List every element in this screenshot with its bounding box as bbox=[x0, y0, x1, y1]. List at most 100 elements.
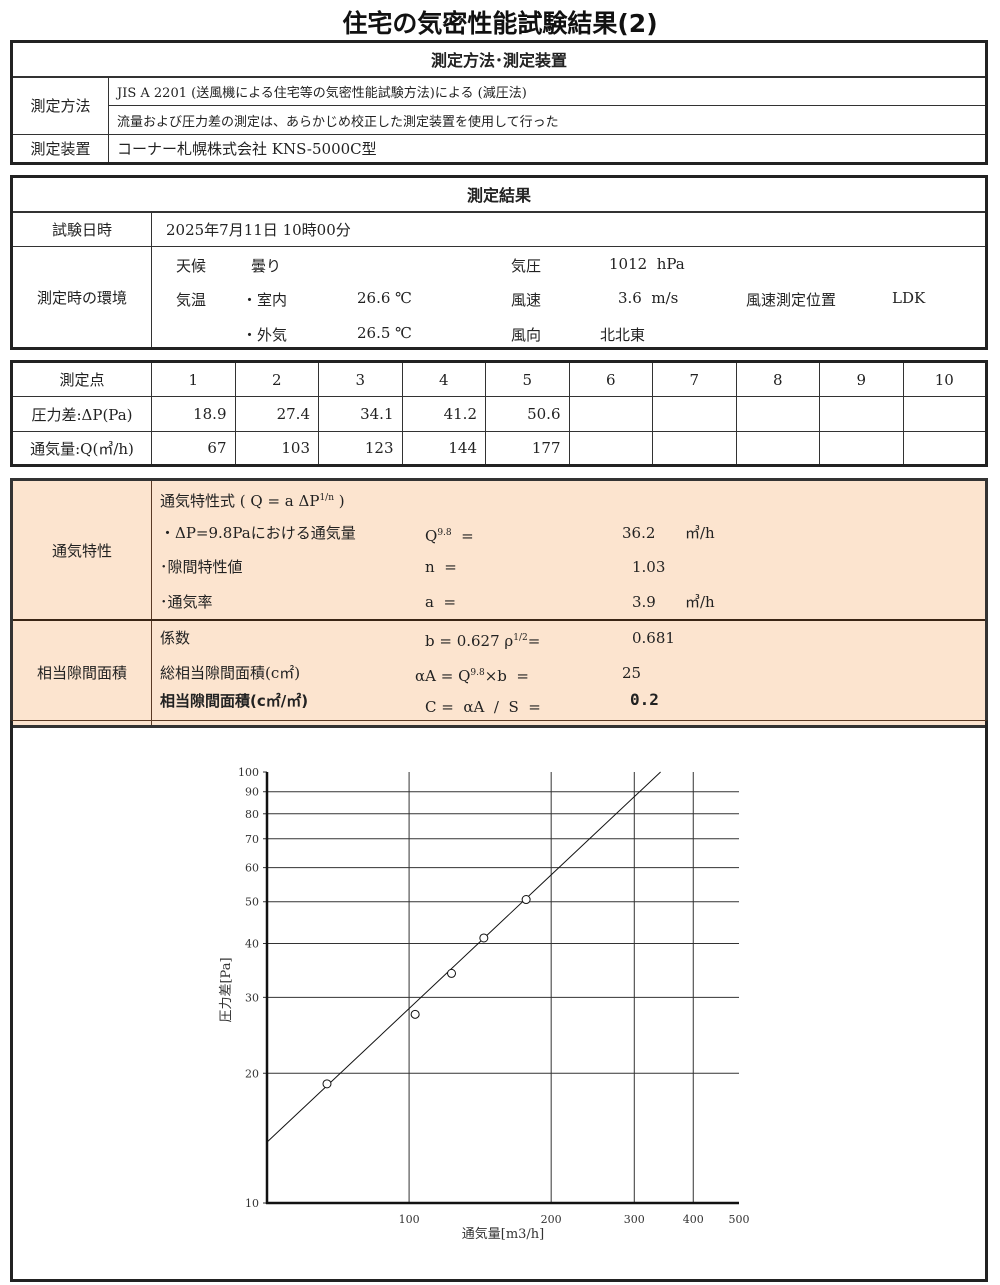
n-symbol: n = bbox=[425, 558, 457, 576]
y-tick-label: 10 bbox=[245, 1197, 259, 1210]
pressure-value: 1012 hPa bbox=[609, 255, 685, 273]
point-number: 1 bbox=[151, 361, 236, 397]
dp-cell: 34.1 bbox=[318, 396, 403, 432]
y-axis-label: 圧力差[Pa] bbox=[219, 957, 234, 1022]
dp-cell: 41.2 bbox=[401, 396, 486, 432]
q-cell: 103 bbox=[234, 431, 319, 466]
method-line-2: 流量および圧力差の測定は、あらかじめ校正した測定装置を使用して行った bbox=[108, 105, 987, 135]
y-tick-label: 70 bbox=[245, 833, 259, 846]
y-tick-label: 60 bbox=[245, 862, 259, 875]
point-number: 9 bbox=[819, 361, 904, 397]
data-point bbox=[521, 895, 531, 905]
q-cell bbox=[652, 431, 737, 466]
point-number: 3 bbox=[318, 361, 403, 397]
temp-label: 気温 bbox=[176, 291, 207, 309]
c-value: 0.2 bbox=[630, 690, 659, 709]
q-cell bbox=[568, 431, 653, 466]
q98-symbol: Q9.8 = bbox=[425, 526, 474, 545]
q-cell bbox=[902, 431, 987, 466]
b-value: 0.681 bbox=[632, 629, 675, 647]
method-line-1: JIS A 2201 (送風機による住宅等の気密性能試験方法)による (減圧法) bbox=[108, 76, 987, 106]
results-header: 測定結果 bbox=[11, 176, 987, 213]
b-label: 係数 bbox=[160, 629, 191, 647]
q-cell: 123 bbox=[318, 431, 403, 466]
x-tick-label: 400 bbox=[683, 1213, 704, 1226]
q98-value: 36.2 bbox=[622, 523, 656, 542]
q98-label: ・ΔP=9.8Paにおける通気量 bbox=[160, 523, 356, 542]
summary-table: 通気特性 通気特性式 ( Q = a ΔP1/n ) ・ΔP=9.8Paにおける… bbox=[10, 478, 988, 728]
point-number: 6 bbox=[568, 361, 653, 397]
point-number: 5 bbox=[485, 361, 570, 397]
y-tick-label: 90 bbox=[245, 786, 259, 799]
dp-cell bbox=[735, 396, 820, 432]
x-tick-label: 200 bbox=[541, 1213, 562, 1226]
a-unit: ㎥/h bbox=[685, 592, 715, 611]
method-table: 測定方法･測定装置 測定方法 JIS A 2201 (送風機による住宅等の気密性… bbox=[10, 40, 988, 165]
q-cell bbox=[735, 431, 820, 466]
wind-pos-value: LDK bbox=[892, 289, 926, 307]
q-cell bbox=[819, 431, 904, 466]
aa-value: 25 bbox=[622, 663, 642, 682]
weather-label: 天候 bbox=[176, 257, 207, 275]
env-label: 測定時の環境 bbox=[11, 246, 152, 349]
y-tick-label: 30 bbox=[245, 991, 259, 1004]
measurement-points-table: 測定点 1 2 3 4 5 6 7 8 9 10 圧力差:ΔP(Pa) 18.9 27.4 34.1 41.… bbox=[10, 360, 988, 467]
indoor-value: 26.6 ℃ bbox=[357, 289, 412, 307]
page-title: 住宅の気密性能試験結果(2) bbox=[342, 9, 658, 38]
data-point bbox=[410, 1009, 420, 1019]
area-label: 相当隙間面積 bbox=[11, 619, 152, 727]
y-tick-label: 40 bbox=[245, 938, 259, 951]
y-tick-label: 50 bbox=[245, 896, 259, 909]
point-number: 4 bbox=[401, 361, 486, 397]
fit-line bbox=[266, 771, 661, 1143]
device-value: コーナー札幌株式会社 KNS-5000C型 bbox=[108, 134, 987, 164]
dp-label: 圧力差:ΔP(Pa) bbox=[11, 396, 152, 432]
data-point bbox=[479, 933, 489, 943]
dp-cell bbox=[902, 396, 987, 432]
wind-speed-label: 風速 bbox=[511, 291, 542, 309]
n-label: ･隙間特性値 bbox=[160, 558, 243, 576]
weather-value: 曇り bbox=[251, 257, 282, 275]
aa-symbol: αA = Q9.8×b = bbox=[415, 666, 529, 685]
data-point bbox=[447, 968, 457, 978]
q-cell: 177 bbox=[485, 431, 570, 466]
date-label: 試験日時 bbox=[11, 211, 152, 247]
q-cell: 67 bbox=[151, 431, 236, 466]
q-cell: 144 bbox=[401, 431, 486, 466]
dp-cell bbox=[568, 396, 653, 432]
point-number: 2 bbox=[234, 361, 319, 397]
b-symbol: b = 0.627 ρ1/2= bbox=[425, 632, 541, 650]
data-point bbox=[322, 1079, 332, 1089]
x-tick-label: 300 bbox=[624, 1213, 645, 1226]
device-label: 測定装置 bbox=[11, 134, 109, 164]
chart-box bbox=[10, 720, 988, 1282]
characteristics-label: 通気特性 bbox=[11, 479, 152, 621]
method-header: 測定方法･測定装置 bbox=[11, 41, 987, 78]
point-number: 7 bbox=[652, 361, 737, 397]
formula-title: 通気特性式 ( Q = a ΔP1/n ) bbox=[160, 492, 345, 510]
n-value: 1.03 bbox=[632, 558, 666, 576]
a-label: ･通気率 bbox=[160, 592, 213, 611]
outdoor-label: ・外気 bbox=[242, 326, 288, 344]
pressure-label: 気圧 bbox=[511, 257, 542, 275]
a-value: 3.9 bbox=[632, 592, 656, 611]
point-number: 10 bbox=[902, 361, 987, 397]
c-symbol: C = αA / S = bbox=[425, 698, 541, 716]
dp-cell bbox=[652, 396, 737, 432]
y-tick-label: 80 bbox=[245, 808, 259, 821]
point-number: 8 bbox=[735, 361, 820, 397]
pressure-flow-chart: 10 20 30 40 50 60 70 80 90 100 100 200 300 400 500 通気量… bbox=[219, 766, 750, 1242]
q-label: 通気量:Q(㎥/h) bbox=[11, 431, 152, 466]
c-label: 相当隙間面積(c㎡/㎡) bbox=[160, 692, 309, 710]
dp-cell: 18.9 bbox=[151, 396, 236, 432]
dp-cell bbox=[819, 396, 904, 432]
y-tick-label: 20 bbox=[245, 1067, 259, 1080]
q98-unit: ㎥/h bbox=[685, 523, 715, 542]
wind-speed-value: 3.6 m/s bbox=[618, 289, 679, 307]
results-table: 測定結果 試験日時 2025年7月11日 10時00分 測定時の環境 天候 曇り… bbox=[10, 175, 988, 350]
x-tick-label: 500 bbox=[729, 1213, 750, 1226]
outdoor-value: 26.5 ℃ bbox=[357, 324, 412, 342]
dp-cell: 27.4 bbox=[234, 396, 319, 432]
date-value: 2025年7月11日 10時00分 bbox=[151, 211, 987, 247]
x-axis-label: 通気量[m3/h] bbox=[462, 1226, 545, 1242]
